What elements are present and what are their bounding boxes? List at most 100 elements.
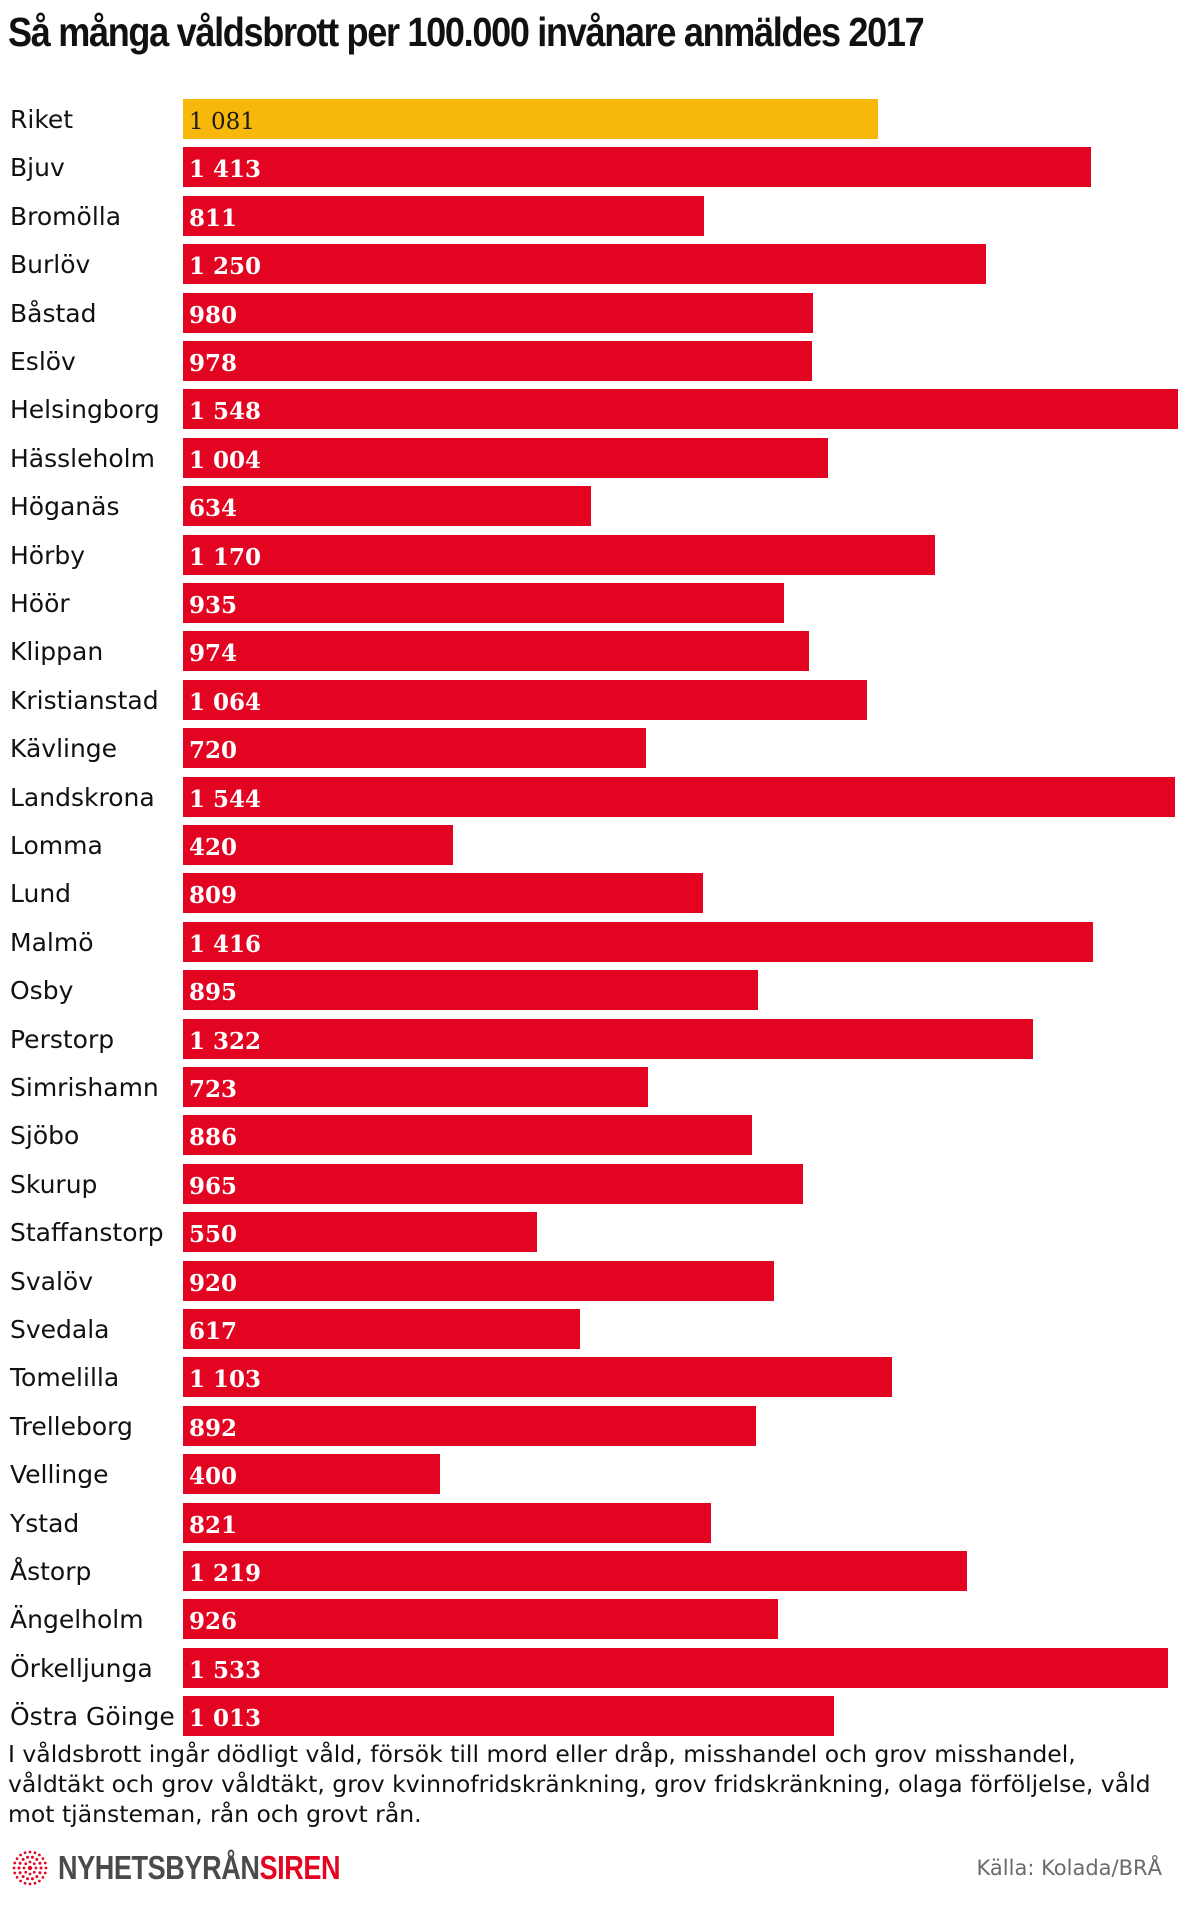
bar-value-label: 634	[189, 495, 238, 523]
category-label: Staffanstorp	[10, 1218, 164, 1248]
bar-row: Höör 935	[0, 580, 1180, 627]
category-label: Osby	[10, 976, 74, 1006]
bar: 1 064	[183, 679, 867, 720]
bar-row: Örkelljunga 1 533	[0, 1645, 1180, 1692]
bar-value-label: 886	[189, 1124, 238, 1152]
bar-row: Kristianstad 1 064	[0, 677, 1180, 724]
bar-value-label: 1 413	[189, 156, 262, 184]
category-label: Hörby	[10, 540, 86, 570]
category-label: Trelleborg	[10, 1411, 133, 1441]
bar: 1 081	[183, 99, 878, 139]
bar-row: Hässleholm 1 004	[0, 435, 1180, 482]
category-label: Malmö	[10, 927, 94, 957]
category-label: Simrishamn	[10, 1073, 159, 1102]
category-label: Tomelilla	[10, 1363, 120, 1393]
bar-value-label: 920	[189, 1269, 238, 1297]
bar: 978	[183, 341, 812, 381]
bar-value-label: 965	[189, 1172, 238, 1200]
category-label: Kävlinge	[10, 734, 118, 764]
brand-name-part1: NYHETSBYRÅN	[58, 1849, 260, 1886]
category-label: Riket	[10, 105, 74, 134]
bar-row: Bjuv 1 413	[0, 144, 1180, 191]
category-label: Vellinge	[10, 1460, 109, 1490]
bar-row: Ystad 821	[0, 1500, 1180, 1547]
bar-row: Vellinge 400	[0, 1451, 1180, 1498]
bar-value-label: 1 064	[189, 688, 262, 716]
bar: 634	[183, 486, 591, 527]
bar-value-label: 821	[189, 1511, 238, 1539]
bar-row: Lund 809	[0, 870, 1180, 917]
bar-row: Bromölla 811	[0, 193, 1180, 240]
bar-value-label: 926	[189, 1608, 238, 1636]
bar-row: Eslöv 978	[0, 338, 1180, 385]
bar-value-label: 811	[189, 204, 238, 232]
bar-row: Burlöv 1 250	[0, 241, 1180, 288]
bar: 720	[183, 728, 646, 769]
bar-value-label: 550	[189, 1221, 238, 1249]
bar-row: Simrishamn 723	[0, 1064, 1180, 1111]
bar-value-label: 1 416	[189, 930, 262, 958]
bar-value-label: 1 081	[189, 109, 255, 135]
source-credit: Källa: Kolada/BRÅ	[976, 1856, 1162, 1880]
bar: 892	[183, 1405, 756, 1446]
bar-row: Perstorp 1 322	[0, 1016, 1180, 1063]
bar: 1 103	[183, 1357, 892, 1398]
bar-row: Lomma 420	[0, 822, 1180, 869]
category-label: Klippan	[10, 637, 104, 667]
category-label: Åstorp	[10, 1557, 92, 1586]
category-label: Ängelholm	[10, 1605, 144, 1635]
bar-value-label: 980	[189, 301, 238, 329]
bar: 1 533	[183, 1647, 1168, 1688]
bar-row: Tomelilla 1 103	[0, 1354, 1180, 1401]
bar-value-label: 1 322	[189, 1027, 262, 1055]
bar-value-label: 400	[189, 1463, 238, 1491]
category-label: Örkelljunga	[10, 1653, 153, 1683]
category-label: Burlöv	[10, 250, 91, 280]
bar-value-label: 978	[189, 350, 238, 377]
category-label: Lomma	[10, 831, 103, 860]
bar-row: Östra Göinge 1 013	[0, 1693, 1180, 1740]
category-label: Östra Göinge	[10, 1702, 175, 1732]
bar-value-label: 809	[189, 882, 238, 910]
bar-row: Osby 895	[0, 967, 1180, 1014]
category-label: Sjöbo	[10, 1121, 80, 1151]
bar: 1 250	[183, 244, 986, 285]
bar-row: Staffanstorp 550	[0, 1209, 1180, 1256]
category-label: Svedala	[10, 1315, 110, 1344]
bar-row: Båstad 980	[0, 290, 1180, 337]
bar: 821	[183, 1502, 711, 1543]
bar: 811	[183, 195, 704, 236]
bar: 935	[183, 583, 784, 623]
bar: 965	[183, 1163, 803, 1204]
category-label: Hässleholm	[10, 443, 155, 473]
bar: 1 413	[183, 147, 1091, 188]
bar-value-label: 1 250	[189, 253, 262, 281]
bar-row: Höganäs 634	[0, 483, 1180, 530]
bar-value-label: 720	[189, 737, 238, 765]
bar: 895	[183, 970, 758, 1011]
footnote: I våldsbrott ingår dödligt våld, försök …	[8, 1740, 1151, 1828]
category-label: Landskrona	[10, 782, 155, 812]
bar: 980	[183, 292, 813, 333]
bar-value-label: 1 170	[189, 543, 262, 571]
bar-row: Ängelholm 926	[0, 1596, 1180, 1643]
bar: 550	[183, 1212, 537, 1253]
bar-row: Klippan 974	[0, 628, 1180, 675]
category-label: Perstorp	[10, 1024, 115, 1054]
bar-value-label: 895	[189, 979, 238, 1007]
bar-row: Svalöv 920	[0, 1258, 1180, 1305]
category-label: Höör	[10, 589, 70, 618]
bar-value-label: 892	[189, 1414, 238, 1442]
bar-value-label: 1 004	[189, 446, 262, 474]
bar: 926	[183, 1599, 778, 1640]
chart-title: Så många våldsbrott per 100.000 invånare…	[8, 9, 925, 55]
bar: 1 548	[183, 389, 1178, 430]
bar: 974	[183, 631, 809, 672]
bar: 886	[183, 1115, 752, 1156]
bar-value-label: 935	[189, 592, 238, 619]
bar-row: Trelleborg 892	[0, 1403, 1180, 1450]
category-label: Helsingborg	[10, 395, 160, 425]
bar: 1 170	[183, 534, 935, 575]
category-label: Kristianstad	[10, 685, 159, 715]
bar-value-label: 420	[189, 834, 238, 861]
